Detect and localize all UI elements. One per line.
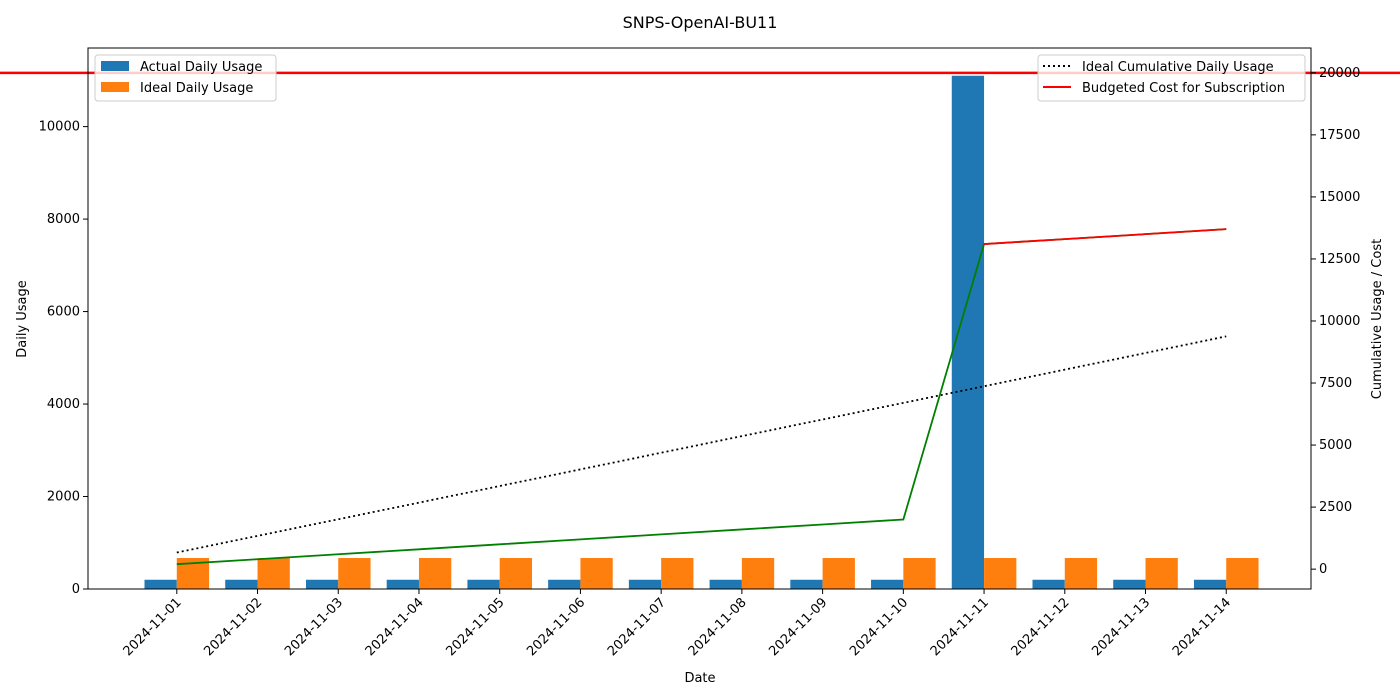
legend-swatch [101, 82, 129, 92]
x-tick-label: 2024-11-09 [766, 595, 830, 659]
bar [499, 558, 532, 589]
x-tick-label: 2024-11-14 [1170, 595, 1234, 659]
series-line [176, 335, 1227, 554]
bar [467, 579, 500, 589]
y2-tick-label: 17500 [1319, 128, 1360, 143]
bar [709, 579, 742, 589]
legend-swatch [101, 61, 129, 71]
y2-tick-label: 5000 [1319, 438, 1352, 453]
legend-left: Actual Daily Usage Ideal Daily Usage [94, 54, 277, 102]
x-tick-label: 2024-11-07 [605, 595, 669, 659]
y2-tick-label: 12500 [1319, 252, 1360, 267]
legend-box [1037, 54, 1306, 102]
x-tick-label: 2024-11-02 [201, 595, 265, 659]
legend-right: Ideal Cumulative Daily Usage Budgeted Cos… [1037, 54, 1306, 102]
x-tick-label: 2024-11-03 [282, 595, 346, 659]
bar [305, 579, 339, 589]
y-tick-label: 6000 [47, 305, 80, 320]
bar [951, 75, 985, 589]
bar [790, 579, 823, 589]
y2-axis-label: Cumulative Usage / Cost [1370, 239, 1385, 399]
x-axis-label: Date [684, 671, 715, 686]
y-tick-label: 8000 [47, 212, 80, 227]
legend-label: Ideal Cumulative Daily Usage [1082, 60, 1274, 75]
bar [984, 558, 1017, 589]
bar [386, 579, 419, 589]
legend-box [94, 54, 277, 102]
x-tick-label: 2024-11-13 [1089, 595, 1153, 659]
bar [871, 579, 904, 589]
y2-tick-label: 7500 [1319, 376, 1352, 391]
y-axis-label: Daily Usage [15, 280, 30, 358]
series-line [984, 228, 1227, 245]
bar [580, 558, 613, 589]
x-tick-label: 2024-11-06 [524, 595, 588, 659]
y2-tick-label: 15000 [1319, 190, 1360, 205]
x-tick-label: 2024-11-04 [363, 595, 427, 659]
bar [661, 558, 694, 589]
bar [903, 558, 936, 589]
bar [225, 579, 258, 589]
legend-label: Actual Daily Usage [140, 60, 262, 75]
plot-area [0, 71, 1400, 589]
x-tick-label: 2024-11-08 [686, 595, 750, 659]
bar [1193, 579, 1227, 589]
bar [418, 558, 452, 589]
bar [741, 558, 775, 589]
y2-tick-label: 10000 [1319, 314, 1360, 329]
bar [1226, 558, 1259, 589]
bar [628, 579, 662, 589]
y2-tick-label: 20000 [1319, 66, 1360, 81]
legend-label: Ideal Daily Usage [140, 81, 253, 96]
x-tick-label: 2024-11-11 [928, 595, 992, 659]
plot-marks [144, 75, 1259, 589]
bar [257, 558, 290, 589]
y-tick-label: 0 [72, 582, 80, 597]
series-line [176, 228, 1227, 566]
bar [1064, 558, 1098, 589]
x-tick-label: 2024-11-05 [443, 595, 507, 659]
bar [822, 558, 855, 589]
bar [144, 579, 177, 589]
chart-title: SNPS-OpenAI-BU11 [623, 13, 778, 32]
bar [548, 579, 581, 589]
x-tick-label: 2024-11-10 [847, 595, 911, 659]
bar [1032, 579, 1065, 589]
bar [338, 558, 371, 589]
bar [1113, 579, 1146, 589]
y2-tick-label: 0 [1319, 562, 1327, 577]
x-tick-label: 2024-11-12 [1009, 595, 1073, 659]
legend-label: Budgeted Cost for Subscription [1082, 81, 1285, 96]
y-tick-label: 4000 [47, 397, 80, 412]
plot-frame [87, 47, 1312, 590]
y-tick-label: 2000 [47, 490, 80, 505]
bar [1145, 558, 1178, 589]
x-tick-label: 2024-11-01 [121, 595, 185, 659]
y2-tick-label: 2500 [1319, 500, 1352, 515]
y-tick-label: 10000 [39, 120, 80, 135]
